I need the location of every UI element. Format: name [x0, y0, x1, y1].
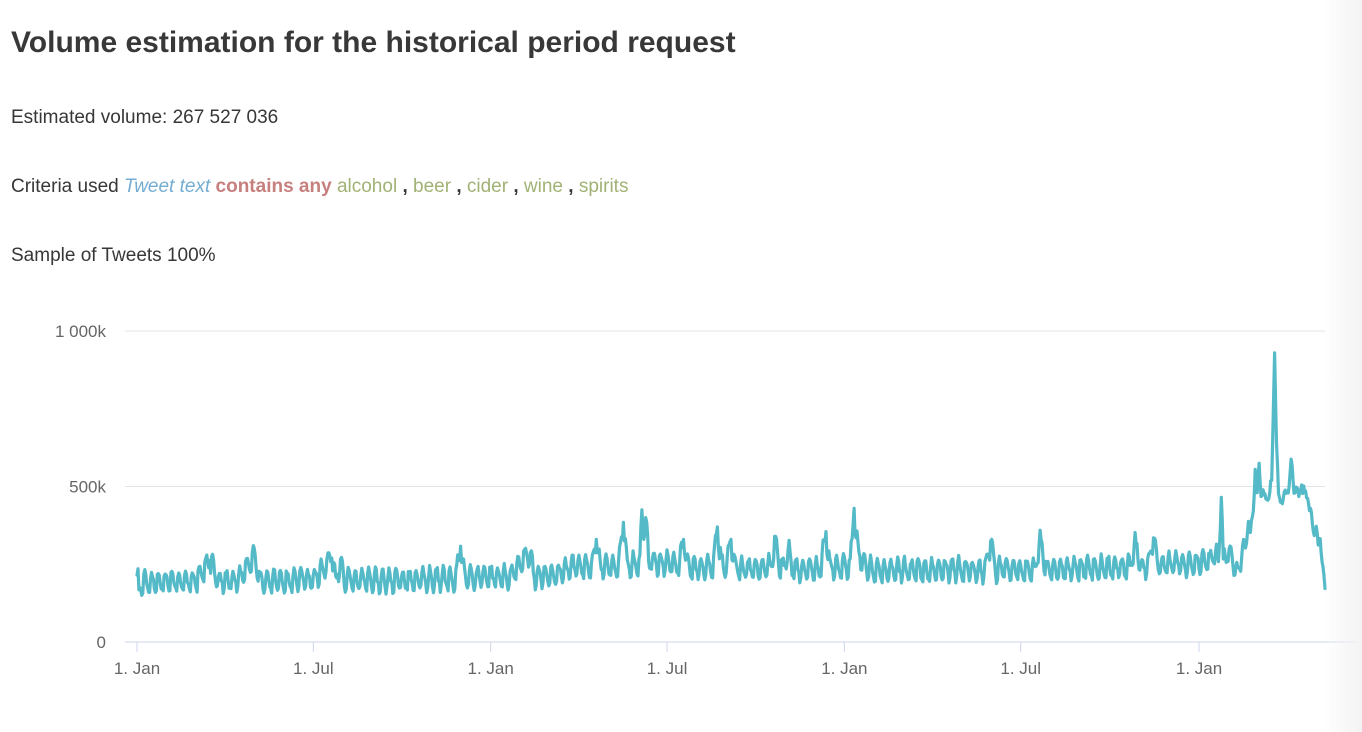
x-axis-label: 1. Jan	[821, 659, 867, 678]
x-axis-label: 1. Jan	[114, 659, 160, 678]
criteria-keyword: spirits	[578, 176, 629, 197]
x-axis-label: 1. Jan	[1176, 659, 1222, 678]
volume-series-line[interactable]	[135, 351, 1327, 598]
criteria-operator: contains any	[215, 176, 332, 197]
criteria-line: Criteria used Tweet text contains any al…	[11, 175, 628, 199]
y-axis-label: 0	[97, 633, 106, 652]
sample-value: 100%	[166, 245, 216, 266]
criteria-label: Criteria used	[11, 176, 119, 197]
sample-line: Sample of Tweets 100%	[11, 244, 216, 268]
criteria-keyword-separator: ,	[397, 176, 414, 197]
x-axis-label: 1. Jan	[468, 659, 514, 678]
x-axis-label: 1. Jul	[293, 659, 334, 678]
x-axis-label: 1. Jul	[1000, 659, 1041, 678]
criteria-keyword: wine	[523, 176, 563, 197]
criteria-keyword: cider	[466, 176, 509, 197]
estimated-volume-value: 267 527 036	[172, 107, 279, 128]
criteria-keyword-separator: ,	[451, 176, 467, 197]
criteria-keyword: alcohol	[336, 176, 398, 197]
criteria-keyword: beer	[413, 176, 452, 197]
criteria-keywords: alcohol , beer , cider , wine , spirits	[337, 176, 629, 197]
estimated-volume-line: Estimated volume: 267 527 036	[11, 106, 278, 130]
page-title: Volume estimation for the historical per…	[11, 26, 736, 59]
criteria-keyword-separator: ,	[508, 176, 524, 197]
sample-label: Sample of Tweets	[11, 245, 162, 266]
criteria-keyword-separator: ,	[563, 176, 579, 197]
estimated-volume-label: Estimated volume:	[11, 107, 168, 128]
criteria-field: Tweet text	[124, 176, 211, 197]
y-axis-label: 1 000k	[55, 322, 107, 341]
x-axis-label: 1. Jul	[647, 659, 688, 678]
y-axis-label: 500k	[69, 478, 106, 497]
